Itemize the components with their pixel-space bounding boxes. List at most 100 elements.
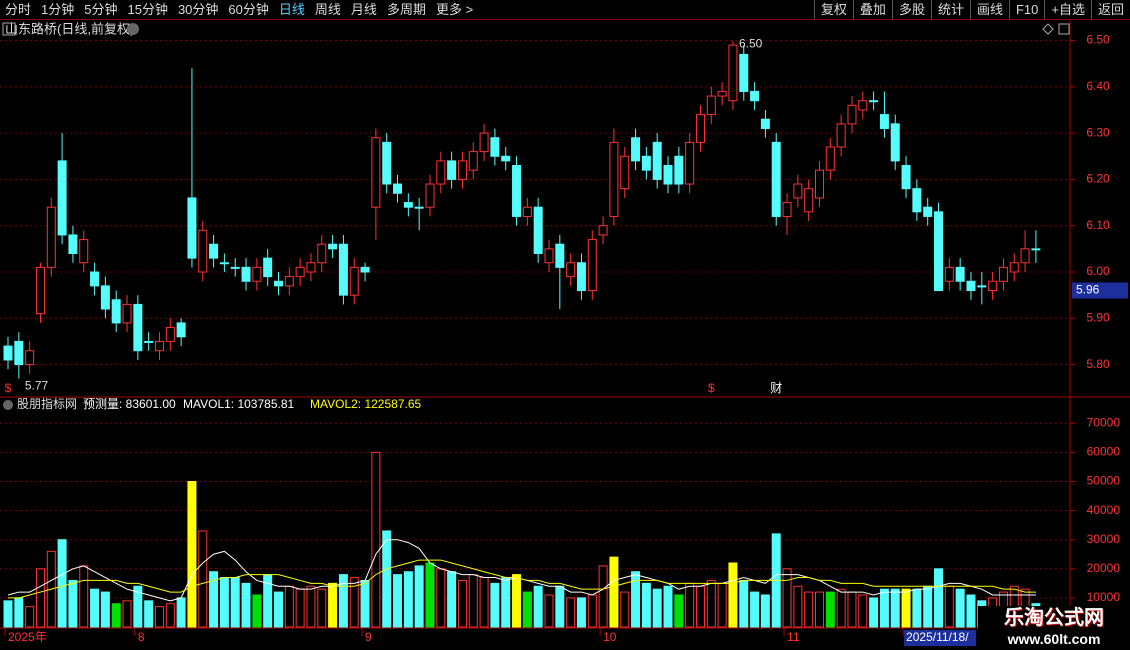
volume-bar: [815, 591, 824, 628]
tool-button[interactable]: +自选: [1044, 0, 1091, 19]
period-tab[interactable]: 更多 >: [435, 2, 474, 17]
candle-body: [750, 90, 760, 102]
volume-bar: [187, 480, 197, 628]
candle-body: [198, 229, 208, 273]
candle-body: [1031, 248, 1041, 251]
volume-bar: [284, 585, 294, 628]
panel-icon[interactable]: [2, 22, 16, 36]
candle-body: [1020, 248, 1030, 264]
y-tick-label: 30000: [1087, 532, 1121, 546]
event-marker: 财: [770, 381, 782, 395]
y-tick-label: 6.30: [1086, 125, 1110, 139]
volume-bar: [57, 539, 67, 628]
tool-button[interactable]: F10: [1008, 0, 1044, 19]
volume-bar: [685, 582, 695, 628]
volume-bar: [566, 597, 576, 628]
mavol1-label: MAVOL1: 103785.81: [183, 397, 295, 411]
candle-body: [631, 137, 641, 162]
candle-body: [25, 350, 35, 366]
panel-max-icon[interactable]: [1058, 23, 1070, 35]
tool-buttons: 复权 叠加 多股 统计 画线 F10 +自选 返回: [813, 0, 1130, 19]
volume-bar: [35, 568, 45, 628]
period-tab[interactable]: 月线: [350, 2, 377, 17]
candle-body: [890, 123, 900, 162]
candle-body: [230, 266, 240, 269]
candle-body: [436, 160, 446, 185]
candle-body: [771, 141, 781, 217]
period-tab[interactable]: 日线: [278, 2, 305, 17]
period-tab[interactable]: 60分钟: [228, 2, 269, 17]
candle-body: [782, 202, 792, 217]
period-tab[interactable]: 30分钟: [177, 2, 219, 17]
volume-bar: [955, 588, 965, 628]
volume-bar: [25, 606, 35, 628]
candle-body: [663, 165, 673, 185]
volume-bar: [468, 574, 478, 628]
candle-body: [46, 206, 56, 268]
period-tab[interactable]: 1分钟: [41, 2, 75, 17]
watermark-name: 乐淘公式网: [1004, 607, 1104, 629]
period-tab[interactable]: 5分钟: [84, 2, 118, 17]
volume-bar: [944, 585, 954, 628]
period-tab[interactable]: 15分钟: [127, 2, 168, 17]
candle-body: [522, 206, 532, 217]
y-tick-label: 10000: [1087, 590, 1121, 604]
period-tab[interactable]: 多周期: [386, 2, 426, 17]
volume-bar: [793, 585, 803, 628]
x-tick-label: 2025年: [8, 630, 47, 644]
tool-button[interactable]: 画线: [969, 0, 1009, 19]
candle-body: [620, 155, 630, 190]
period-tab[interactable]: 周线: [314, 2, 341, 17]
candle-body: [79, 239, 89, 264]
candle-body: [804, 188, 814, 213]
volume-bar: [414, 565, 424, 628]
volume-bar: [912, 588, 922, 628]
volume-bar: [328, 582, 338, 628]
period-tab[interactable]: 分时: [5, 2, 32, 17]
y-tick-label: 6.40: [1086, 79, 1110, 93]
volume-bar: [760, 594, 770, 628]
volume-bar: [436, 568, 446, 628]
candle-body: [328, 243, 338, 250]
tool-button[interactable]: 返回: [1090, 0, 1130, 19]
y-tick-label: 60000: [1087, 445, 1121, 459]
volume-bar: [934, 568, 944, 628]
indicator-title: 股朋指标网: [17, 396, 77, 411]
candle-body: [739, 53, 749, 92]
period-tabs: 分时 1分钟 5分钟 15分钟 30分钟 60分钟 日线 周线 月线 多周期 更多 >: [0, 0, 478, 19]
candle-body: [728, 44, 738, 102]
indicator-menu[interactable]: [3, 400, 13, 410]
volume-bar: [620, 591, 630, 628]
volume-bar: [165, 603, 175, 628]
volume-bar: [209, 571, 219, 628]
y-tick-label: 70000: [1087, 415, 1121, 429]
tool-button[interactable]: 复权: [813, 0, 853, 19]
candle-body: [512, 165, 522, 217]
candle-body: [154, 340, 164, 352]
volume-bar: [295, 588, 305, 628]
candle-body: [68, 234, 78, 254]
volume-bar: [447, 571, 457, 628]
volume-bar: [393, 574, 403, 628]
tool-button[interactable]: 多股: [891, 0, 931, 19]
title-menu[interactable]: [127, 23, 139, 35]
volume-bar: [68, 579, 78, 628]
volume-bar: [3, 600, 13, 628]
volume-bar: [425, 562, 435, 628]
volume-bar: [79, 565, 89, 628]
candle-body: [998, 266, 1008, 282]
candle-body: [912, 188, 922, 213]
volume-bar: [371, 451, 381, 628]
candle-body: [977, 285, 987, 288]
candle-body: [133, 303, 143, 352]
volume-bar: [901, 588, 911, 628]
tool-button[interactable]: 统计: [930, 0, 970, 19]
diamond-icon[interactable]: [1042, 23, 1054, 35]
x-tick-label: 2025/11/18/: [906, 630, 969, 644]
volume-bar: [176, 597, 186, 628]
tool-button[interactable]: 叠加: [852, 0, 892, 19]
volume-bar: [663, 585, 673, 628]
candle-body: [598, 225, 608, 236]
candle-body: [566, 262, 576, 278]
mavol2-label: MAVOL2: 122587.65: [310, 397, 422, 411]
